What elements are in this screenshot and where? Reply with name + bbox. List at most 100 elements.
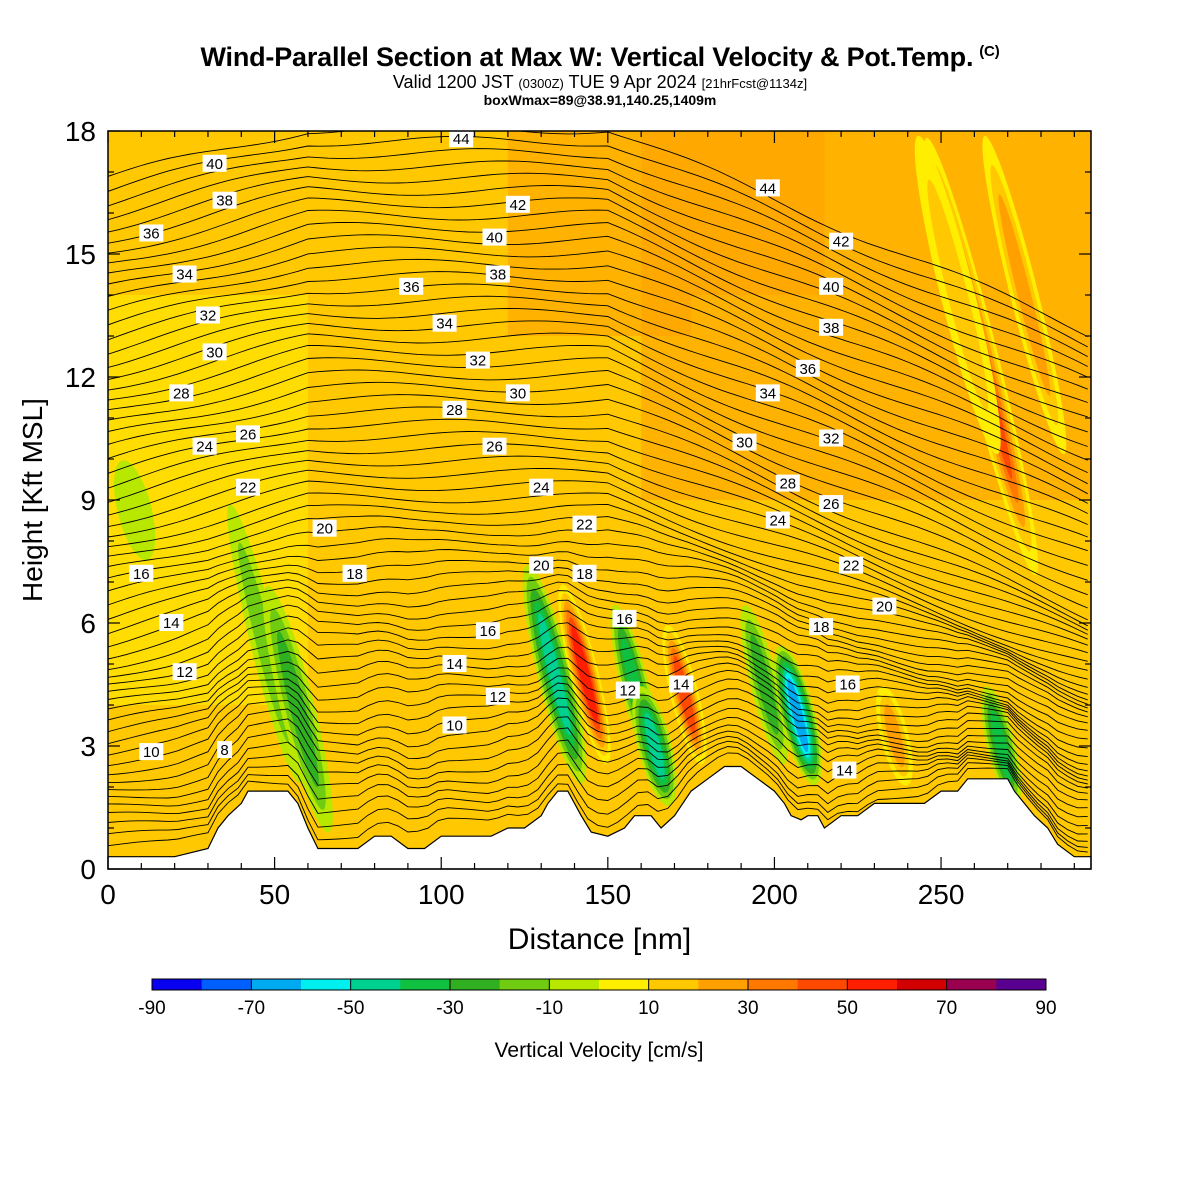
theta-contour-line xyxy=(108,716,1088,809)
theta-label: 26 xyxy=(819,495,844,513)
colorbar-swatch xyxy=(847,979,898,990)
theta-contour-line xyxy=(108,559,1088,705)
theta-label: 28 xyxy=(169,384,194,402)
theta-label-box xyxy=(485,265,510,283)
colorbar-swatch xyxy=(996,979,1047,990)
theta-label: 8 xyxy=(217,741,233,759)
theta-contour-line xyxy=(108,283,1088,495)
theta-label-box xyxy=(732,433,757,451)
theta-contour-line xyxy=(108,258,1088,474)
theta-contour-line xyxy=(108,656,1088,772)
colorbar-swatch xyxy=(946,979,997,990)
theta-contour-line xyxy=(108,646,1088,765)
colorbar-tick-label: -10 xyxy=(536,998,563,1019)
theta-label-box xyxy=(172,663,197,681)
theta-contour-line xyxy=(108,746,1088,848)
theta-label-box xyxy=(129,564,154,582)
theta-label: 20 xyxy=(872,597,897,616)
theta-contour-line xyxy=(108,160,1088,367)
forecast-info: [21hrFcst@1134z] xyxy=(701,76,808,91)
theta-label-box xyxy=(615,681,640,699)
x-axis: 0 50 100 150 200 250 Distance [nm] xyxy=(100,131,1075,956)
theta-label: 40 xyxy=(202,154,227,173)
x-tick-label: 0 xyxy=(100,879,116,910)
valid-date: TUE 9 Apr 2024 xyxy=(568,72,697,92)
theta-label: 16 xyxy=(612,609,637,628)
y-tick-label: 15 xyxy=(65,239,96,270)
theta-contour-line xyxy=(108,567,1088,709)
y-axis-label: Height [Kft MSL] xyxy=(17,398,48,602)
theta-contour-line xyxy=(108,735,1088,835)
theta-label: 38 xyxy=(212,191,237,210)
theta-label-text: 18 xyxy=(576,566,593,583)
colorbar-swatch xyxy=(350,979,401,990)
theta-contour-line xyxy=(108,197,1088,403)
theta-contour-line xyxy=(108,706,1088,801)
theta-label: 18 xyxy=(809,618,834,636)
colorbar-swatch xyxy=(897,979,948,990)
theta-label-text: 16 xyxy=(616,611,633,628)
theta-contour-line xyxy=(108,610,1088,740)
theta-label-box xyxy=(835,675,860,693)
colorbar-tick-label: -50 xyxy=(337,998,364,1019)
theta-label-text: 28 xyxy=(779,476,796,493)
theta-label: 36 xyxy=(139,224,164,243)
colorbar-swatch xyxy=(748,979,799,990)
theta-label: 26 xyxy=(236,425,260,443)
theta-label: 42 xyxy=(505,195,530,214)
theta-label: 24 xyxy=(765,511,790,530)
theta-label-box xyxy=(399,277,424,295)
theta-label-box xyxy=(765,511,790,529)
theta-label-box xyxy=(465,351,490,369)
theta-contour-line xyxy=(108,332,1088,538)
theta-contour-line xyxy=(108,185,1088,390)
velocity-cell xyxy=(914,135,1001,455)
colorbar-swatch xyxy=(797,979,848,990)
theta-contour-line xyxy=(108,662,1088,777)
theta-label-text: 16 xyxy=(839,677,856,694)
theta-label-box xyxy=(442,716,467,734)
theta-label-text: 22 xyxy=(576,517,593,534)
theta-label-text: 30 xyxy=(510,385,527,402)
theta-label: 20 xyxy=(529,556,554,575)
theta-label-box xyxy=(572,515,597,533)
theta-contour-line xyxy=(108,344,1088,552)
theta-label-box xyxy=(505,384,530,402)
theta-label-box xyxy=(475,622,500,640)
theta-contour-line xyxy=(108,381,1088,596)
velocity-band xyxy=(691,131,825,295)
theta-label-text: 36 xyxy=(143,226,160,243)
velocity-contour xyxy=(998,194,1051,396)
x-tick-label: 200 xyxy=(751,879,798,910)
theta-label-box xyxy=(795,359,820,377)
colorbar-tick-label: 30 xyxy=(737,998,758,1019)
theta-label-text: 18 xyxy=(346,566,363,583)
theta-label-text: 32 xyxy=(200,308,217,325)
x-axis-label: Distance [nm] xyxy=(508,923,691,956)
theta-contour-line xyxy=(108,135,1088,348)
theta-label-text: 34 xyxy=(176,267,193,284)
theta-label-box xyxy=(505,195,530,213)
theta-contour-line xyxy=(108,271,1088,485)
theta-label-text: 10 xyxy=(143,744,160,761)
theta-label: 10 xyxy=(139,743,164,761)
theta-label-box xyxy=(196,306,220,324)
theta-label-box xyxy=(159,614,184,631)
colorbar-swatch xyxy=(450,979,501,990)
theta-label: 16 xyxy=(475,622,500,640)
theta-label-text: 40 xyxy=(206,156,223,173)
theta-contour-line xyxy=(108,443,1088,635)
theta-contour-line xyxy=(108,431,1088,631)
velocity-contour xyxy=(927,179,989,411)
theta-label-box xyxy=(755,179,780,197)
theta-label-text: 44 xyxy=(453,131,470,148)
theta-contour-line xyxy=(108,418,1088,627)
theta-label-text: 14 xyxy=(446,656,463,673)
velocity-contour xyxy=(114,460,156,561)
theta-label: 32 xyxy=(819,429,844,448)
theta-label-box xyxy=(342,564,367,582)
theta-label-text: 26 xyxy=(240,426,257,443)
theta-label-box xyxy=(236,478,260,496)
theta-contour-line xyxy=(108,394,1088,609)
